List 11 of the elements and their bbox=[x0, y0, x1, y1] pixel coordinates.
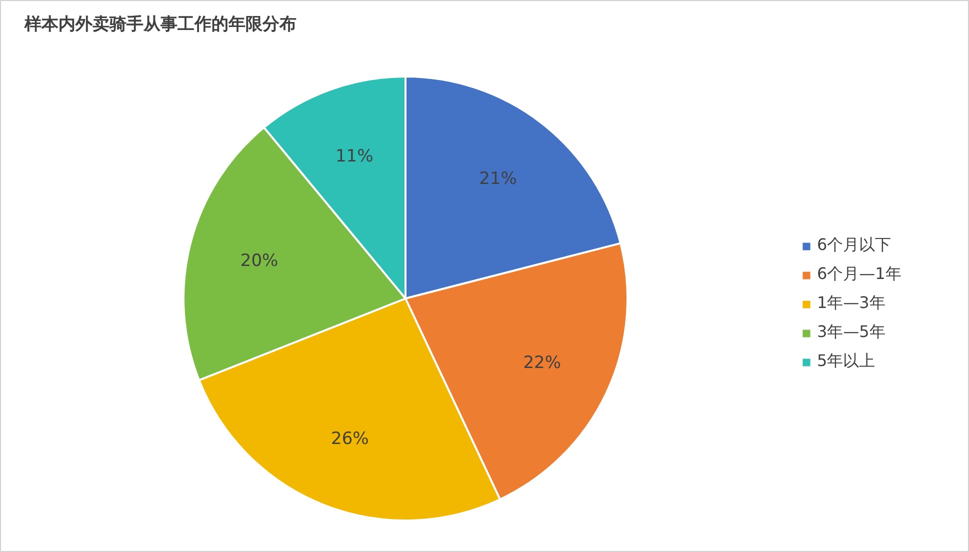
chart-title: 样本内外卖骑手从事工作的年限分布 bbox=[24, 14, 296, 34]
legend-label: 3年—5年 bbox=[817, 322, 886, 343]
data-label: 22% bbox=[523, 352, 561, 373]
data-label: 26% bbox=[331, 428, 369, 449]
data-label: 20% bbox=[240, 250, 278, 271]
legend-label: 6个月以下 bbox=[817, 235, 892, 256]
data-label: 11% bbox=[335, 146, 374, 166]
legend-label: 1年—3年 bbox=[817, 293, 886, 314]
legend-label: 6个月—1年 bbox=[817, 264, 902, 285]
data-label: 21% bbox=[479, 169, 517, 190]
legend-label: 5年以上 bbox=[817, 351, 876, 372]
